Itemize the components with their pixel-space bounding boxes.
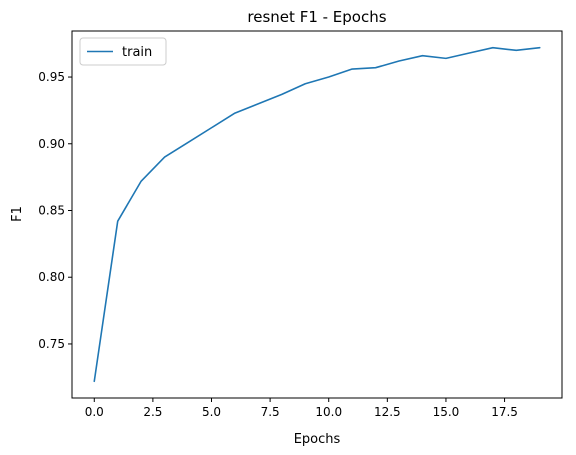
x-tick-label: 17.5 bbox=[491, 405, 518, 419]
y-tick-label: 0.75 bbox=[38, 337, 65, 351]
y-tick-label: 0.85 bbox=[38, 203, 65, 217]
series-line-train bbox=[93, 46, 541, 383]
legend-label-train: train bbox=[122, 45, 152, 60]
plot-area: 0.0 2.5 5.0 7.5 10.0 12.5 15.0 17.5 0.75 0.80 0.85… bbox=[38, 30, 563, 419]
x-tick-label: 0.0 bbox=[85, 405, 104, 419]
y-axis-label: F1 bbox=[10, 206, 25, 222]
chart-title: resnet F1 - Epochs bbox=[247, 8, 386, 26]
x-tick-label: 2.5 bbox=[143, 405, 162, 419]
x-tick-label: 10.0 bbox=[315, 405, 342, 419]
x-tick-label: 5.0 bbox=[202, 405, 221, 419]
y-tick-label: 0.90 bbox=[38, 137, 65, 151]
x-tick-label: 7.5 bbox=[261, 405, 280, 419]
axes-frame bbox=[71, 30, 563, 399]
x-axis-label: Epochs bbox=[294, 432, 341, 447]
y-tick-label: 0.95 bbox=[38, 70, 65, 84]
x-tick-label: 12.5 bbox=[374, 405, 401, 419]
legend-box bbox=[79, 37, 167, 66]
x-tick-label: 15.0 bbox=[433, 405, 460, 419]
y-tick-label: 0.80 bbox=[38, 270, 65, 284]
